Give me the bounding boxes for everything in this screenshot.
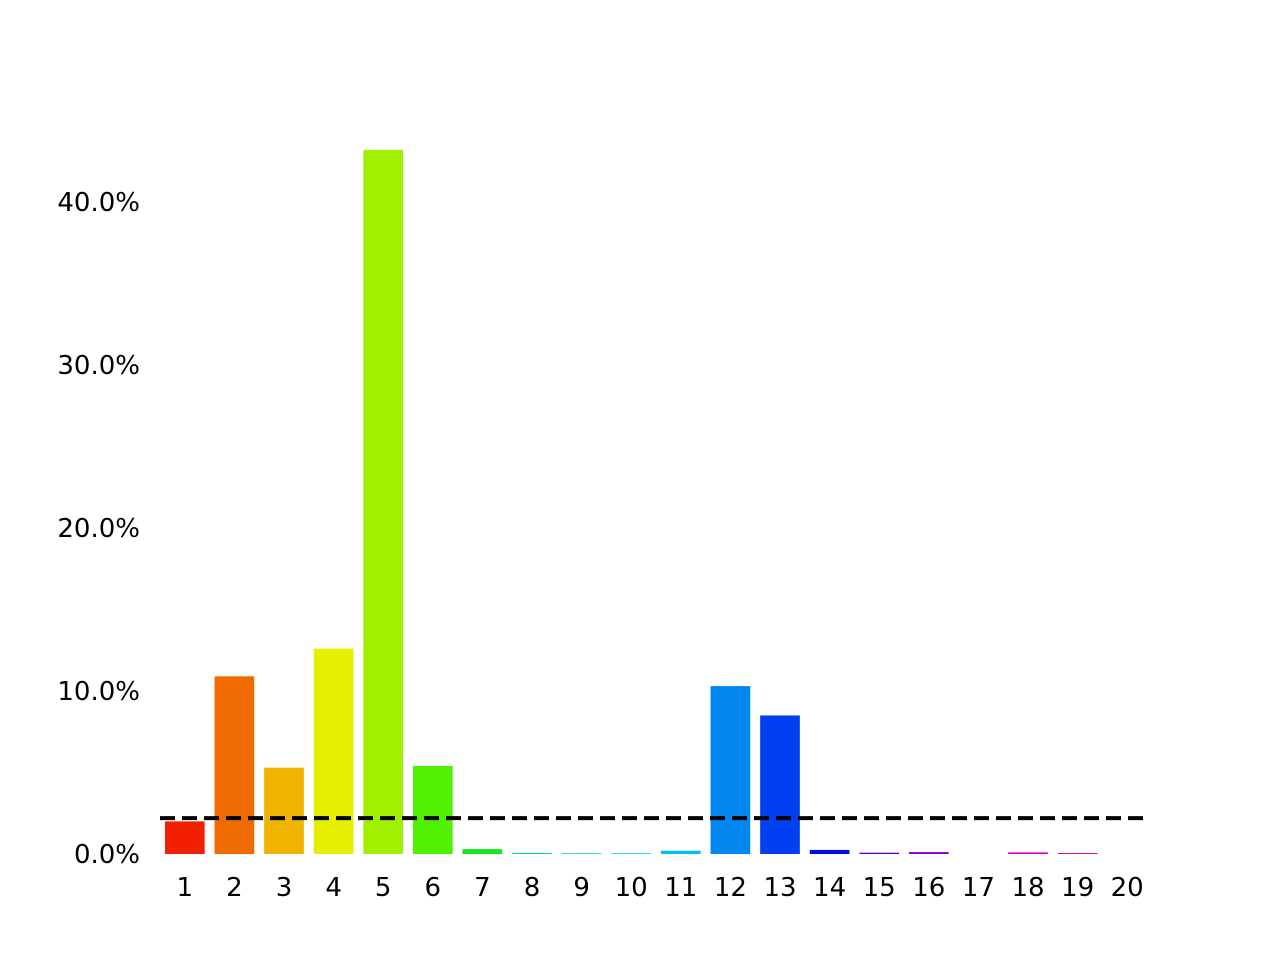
bars-layer: [164, 149, 1098, 855]
x-axis-tick-labels: 1 2 3 4 5 6 7 8 9 10 11 12 13 14 15 16 17 18 19 20: [177, 873, 1144, 903]
x-tick-label-10: 10: [615, 873, 648, 903]
x-tick-label-4: 4: [325, 873, 342, 903]
x-tick-label-16: 16: [912, 873, 945, 903]
x-tick-label-20: 20: [1111, 873, 1144, 903]
y-tick-label: 0.0%: [74, 840, 140, 870]
x-tick-label-15: 15: [863, 873, 896, 903]
bar-12: [710, 686, 751, 854]
bar-18: [1008, 852, 1048, 854]
y-tick-label: 30.0%: [57, 351, 140, 381]
x-tick-label-19: 19: [1061, 873, 1094, 903]
bar-13: [760, 715, 800, 854]
bar-5: [363, 149, 404, 855]
bar-15: [859, 852, 900, 854]
bar-7: [462, 849, 503, 854]
x-tick-label-18: 18: [1011, 873, 1044, 903]
bar-19: [1057, 853, 1098, 854]
bar-9: [561, 853, 602, 854]
bar-10: [611, 853, 652, 854]
x-tick-label-9: 9: [573, 873, 590, 903]
x-tick-label-5: 5: [375, 873, 392, 903]
x-tick-label-12: 12: [714, 873, 747, 903]
bar-2: [214, 676, 255, 854]
x-tick-label-11: 11: [664, 873, 697, 903]
x-tick-label-3: 3: [276, 873, 293, 903]
bar-1: [164, 821, 205, 854]
bar-3: [264, 767, 304, 854]
y-tick-label: 40.0%: [57, 188, 140, 218]
bar-14: [809, 849, 850, 854]
x-tick-label-2: 2: [226, 873, 243, 903]
x-tick-label-7: 7: [474, 873, 491, 903]
x-tick-label-8: 8: [524, 873, 541, 903]
bar-6: [412, 765, 453, 854]
x-tick-label-13: 13: [763, 873, 796, 903]
y-tick-label: 20.0%: [57, 514, 140, 544]
x-tick-label-1: 1: [177, 873, 194, 903]
bar-11: [660, 850, 701, 854]
y-axis-tick-labels: 0.0% 10.0% 20.0% 30.0% 40.0%: [57, 188, 140, 870]
bar-4: [313, 648, 354, 854]
x-tick-label-17: 17: [962, 873, 995, 903]
bar-8: [512, 853, 552, 854]
y-tick-label: 10.0%: [57, 677, 140, 707]
bar-16: [908, 852, 949, 854]
x-tick-label-14: 14: [813, 873, 846, 903]
x-tick-label-6: 6: [425, 873, 442, 903]
